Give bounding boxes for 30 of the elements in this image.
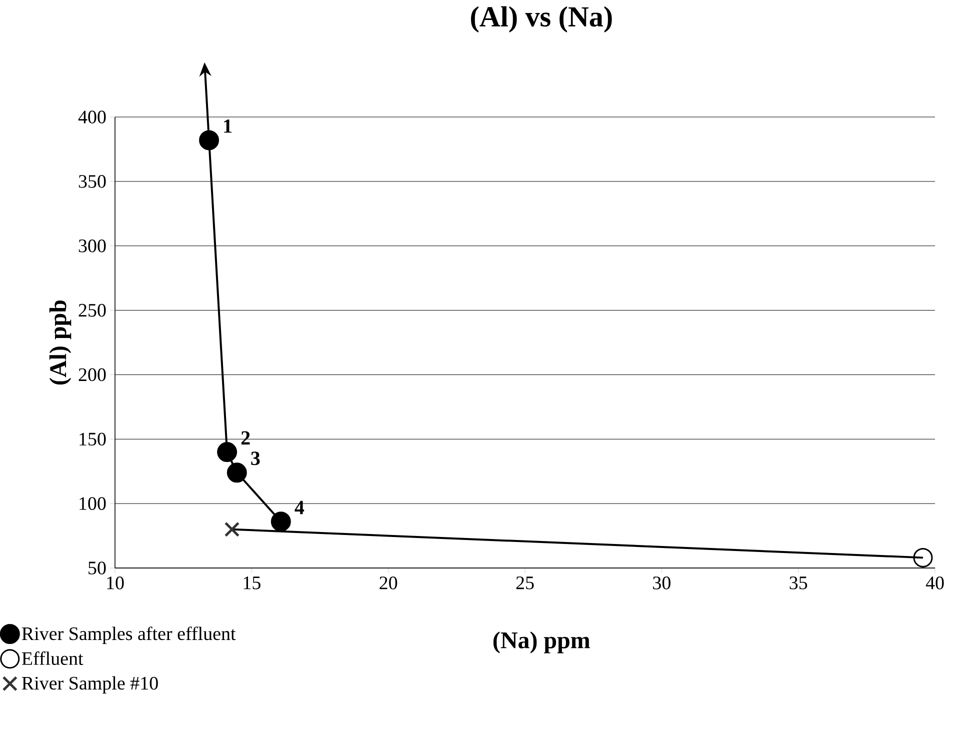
point (270, 512, 291, 532)
annotation: 3 (251, 452, 260, 466)
x-tick-label: 25 (516, 576, 534, 590)
y-tick-label: 250 (78, 304, 106, 317)
x-tick-label: 15 (244, 576, 260, 590)
legend-label: River Samples after effluent (22, 626, 236, 644)
y-axis-title: (Al) ppb (49, 300, 72, 384)
y-tick-label: 200 (78, 368, 106, 382)
y-tick-label: 100 (80, 497, 106, 510)
legend-label: Effluent (22, 651, 84, 665)
x-tick-label: 20 (380, 576, 398, 590)
y-tick-label: 150 (80, 432, 106, 446)
y-tick-label: 400 (78, 110, 106, 124)
y-tick-label: 50 (88, 562, 106, 574)
point (226, 462, 247, 483)
x-tick-label: 30 (653, 576, 670, 590)
y-tick-label: 350 (78, 175, 106, 188)
point (224, 522, 240, 537)
x-tick-label: 10 (107, 576, 124, 590)
x-tick-label: 40 (926, 576, 944, 590)
point (217, 442, 238, 462)
chart-title: (Al) vs (Na) (471, 6, 612, 32)
y-tick-label: 300 (78, 239, 106, 252)
x-tick-label: 35 (790, 576, 808, 590)
annotation: 4 (294, 500, 304, 514)
point (913, 548, 933, 568)
point (199, 130, 220, 150)
legend-label: River Sample #10 (22, 676, 158, 694)
x-axis-title: (Na) ppm (493, 632, 590, 654)
annotation: 1 (224, 119, 232, 133)
